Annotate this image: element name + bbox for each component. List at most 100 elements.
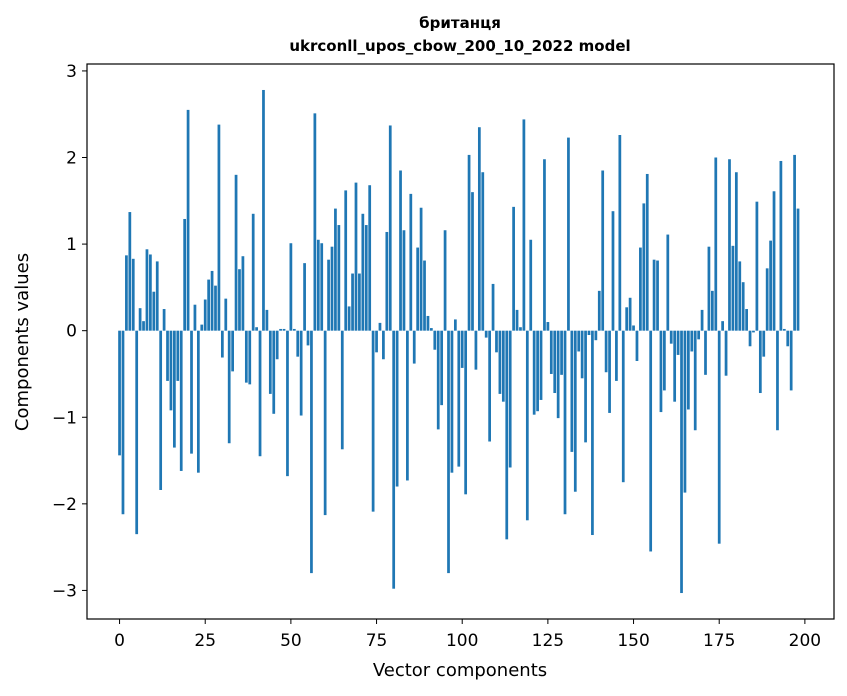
y-tick-label: 0 <box>66 322 77 342</box>
bar <box>125 255 128 331</box>
bar <box>693 330 697 431</box>
bar <box>745 309 748 331</box>
bar <box>659 330 663 413</box>
bar <box>162 309 166 331</box>
bar <box>477 127 481 331</box>
bar <box>196 330 200 473</box>
bar <box>286 330 289 477</box>
bar <box>782 328 786 331</box>
bar <box>255 327 258 331</box>
bar <box>765 268 769 331</box>
bar <box>416 247 420 331</box>
bar <box>467 154 471 331</box>
bar <box>347 306 351 331</box>
bar <box>741 282 745 331</box>
bar <box>484 330 488 338</box>
bar <box>227 330 231 444</box>
bar <box>262 89 265 331</box>
bar <box>193 304 197 331</box>
bar <box>560 330 563 375</box>
bar <box>615 330 618 381</box>
bar <box>453 319 457 331</box>
bar <box>570 330 574 452</box>
bar <box>169 330 173 411</box>
bar <box>200 324 204 331</box>
bar <box>488 330 491 442</box>
bar <box>608 330 611 413</box>
bar <box>272 330 276 414</box>
bar <box>512 206 515 331</box>
bar <box>303 263 306 331</box>
bar <box>306 330 310 346</box>
bar <box>344 190 348 331</box>
bar <box>220 330 224 358</box>
bar <box>186 109 190 331</box>
x-tick-label: 175 <box>703 631 735 651</box>
bar <box>525 330 529 521</box>
bar <box>128 212 132 331</box>
bar <box>621 330 625 483</box>
bar <box>556 330 560 419</box>
bar <box>279 328 282 331</box>
bar <box>755 201 759 331</box>
y-tick-label: −2 <box>52 495 77 515</box>
bar <box>118 330 121 456</box>
bar <box>491 283 495 331</box>
bar <box>474 330 478 370</box>
bar <box>748 330 752 347</box>
bar <box>495 330 498 353</box>
bar <box>145 249 149 331</box>
bar <box>371 330 375 512</box>
bar <box>683 330 687 493</box>
bar <box>238 269 241 331</box>
bar <box>704 330 707 375</box>
bar <box>594 330 598 341</box>
bar <box>632 325 635 331</box>
plot-area-frame <box>86 63 835 620</box>
bar <box>121 330 125 515</box>
bar <box>734 172 738 331</box>
bar <box>399 170 402 331</box>
bar <box>358 273 361 331</box>
x-tick-label: 200 <box>789 631 821 651</box>
bar <box>567 137 570 331</box>
chart-title-line2: ukrconll_upos_cbow_200_10_2022 model <box>289 37 630 55</box>
bar <box>392 330 396 589</box>
bar <box>796 208 800 331</box>
bar <box>728 159 731 331</box>
bar <box>159 330 163 490</box>
bar <box>354 182 358 331</box>
x-tick-label: 50 <box>280 631 302 651</box>
bar <box>628 297 632 331</box>
bar <box>443 230 447 331</box>
bar <box>501 330 505 402</box>
bar <box>361 213 365 331</box>
bar <box>395 330 399 487</box>
bar <box>388 125 392 331</box>
bar <box>519 327 522 331</box>
bar <box>155 261 159 331</box>
y-tick-label: 1 <box>66 235 77 255</box>
bar <box>625 307 629 331</box>
bar <box>385 231 389 331</box>
bar <box>337 225 341 331</box>
bar <box>710 290 714 331</box>
x-tick-label: 25 <box>194 631 216 651</box>
bar <box>758 330 762 394</box>
x-tick-label: 100 <box>446 631 478 651</box>
bar <box>131 258 135 331</box>
bar <box>135 330 139 535</box>
bar <box>282 328 286 331</box>
bar <box>786 330 790 347</box>
bar <box>690 330 694 352</box>
bar <box>412 330 416 364</box>
bar <box>460 330 464 368</box>
bar <box>731 245 735 331</box>
bar <box>351 273 354 331</box>
bar <box>179 330 183 471</box>
bar <box>299 330 303 416</box>
bar <box>697 330 701 340</box>
bar <box>138 308 142 331</box>
bar <box>563 330 567 515</box>
